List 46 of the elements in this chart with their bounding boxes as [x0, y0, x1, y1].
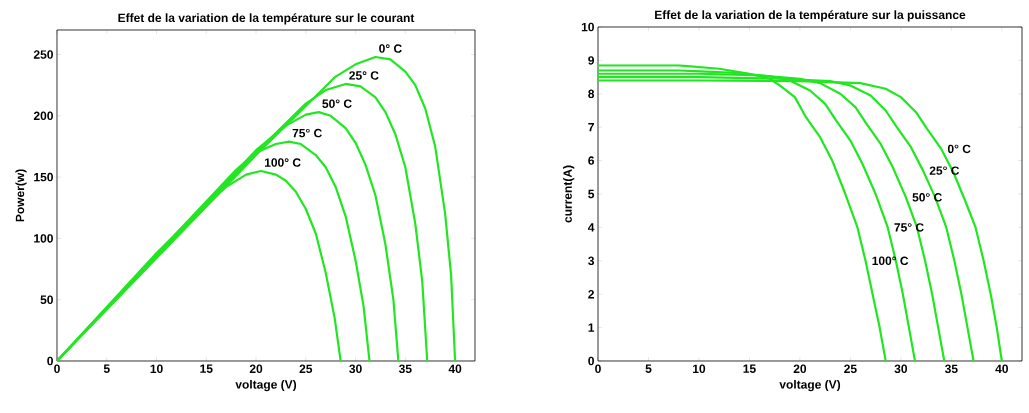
- x-tick-label: 35: [398, 364, 412, 374]
- series-label: 0° C: [947, 144, 971, 154]
- x-tick-label: 20: [249, 364, 263, 374]
- y-tick-label: 100: [34, 234, 53, 243]
- x-tick-label: 10: [693, 364, 706, 374]
- y-tick-label: 5: [588, 189, 595, 199]
- y-tick-label: 9: [588, 56, 595, 65]
- y-tick-label: 3: [588, 256, 595, 266]
- series-label: 25° C: [349, 71, 379, 80]
- y-axis-title: Power(w): [15, 169, 27, 222]
- x-tick-label: 5: [103, 364, 110, 373]
- x-tick-label: 25: [844, 364, 857, 374]
- y-tick-label: 0: [47, 356, 53, 366]
- x-tick-label: 40: [448, 364, 462, 374]
- y-tick-label: 1: [588, 323, 595, 332]
- x-tick-label: 25: [299, 364, 313, 374]
- x-tick-label: 0: [54, 364, 60, 374]
- series-label: 0° C: [379, 44, 402, 53]
- y-tick-label: 250: [33, 50, 53, 59]
- series-label: 100° C: [264, 158, 301, 167]
- y-tick-label: 0: [588, 356, 594, 366]
- y-tick-label: 2: [588, 290, 594, 299]
- x-tick-label: 30: [894, 364, 908, 374]
- x-axis-title: voltage (V): [779, 379, 841, 392]
- y-tick-label: 10: [581, 22, 594, 32]
- y-tick-label: 200: [33, 111, 53, 121]
- series-label: 75° C: [292, 128, 322, 138]
- y-tick-label: 6: [588, 156, 595, 165]
- x-tick-label: 10: [150, 364, 163, 374]
- chart-title: Effet de la variation de la température sur la puissance: [655, 10, 966, 22]
- x-tick-label: 15: [200, 364, 213, 373]
- x-tick-label: 15: [743, 364, 756, 373]
- y-axis-title: current(A): [563, 165, 575, 223]
- y-tick-label: 4: [587, 223, 595, 232]
- y-tick-label: 8: [588, 89, 595, 99]
- x-tick-label: 40: [995, 364, 1008, 374]
- x-tick-label: 20: [793, 364, 807, 374]
- chart-title: Effet de la variation de la température sur le courant: [118, 13, 415, 25]
- y-tick-label: 7: [588, 123, 594, 132]
- x-tick-label: 30: [349, 364, 362, 374]
- y-tick-label: 150: [34, 172, 53, 182]
- series-label: 50° C: [322, 99, 352, 108]
- x-axis-title: voltage (V): [235, 379, 297, 392]
- x-tick-label: 5: [645, 364, 652, 373]
- y-tick-label: 50: [40, 295, 53, 304]
- x-tick-label: 35: [944, 364, 958, 374]
